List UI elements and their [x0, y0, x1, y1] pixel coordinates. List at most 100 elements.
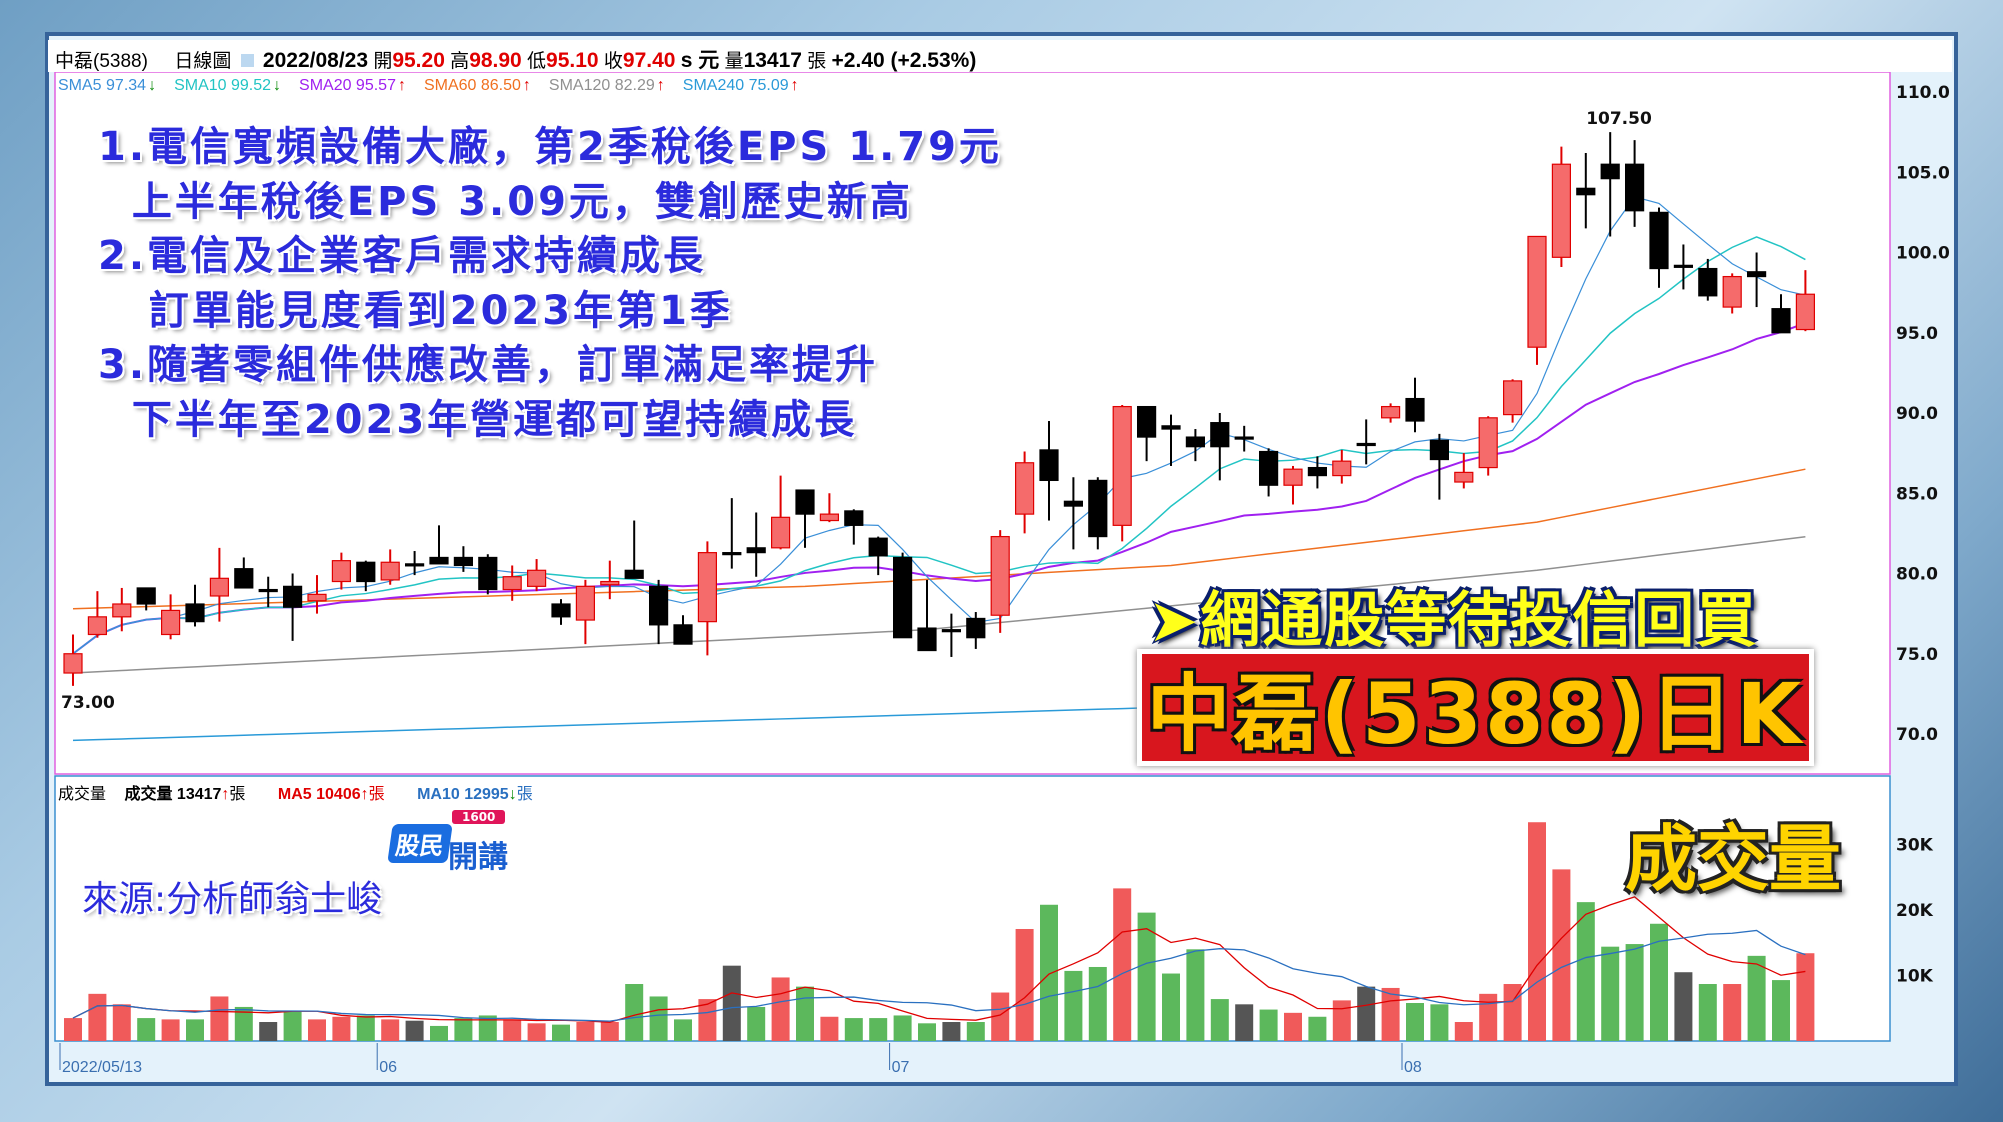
- open-label: 開: [373, 51, 393, 72]
- sma10-line: [72, 236, 1806, 655]
- price-tick-label: 95.0: [1896, 324, 1938, 344]
- candle-body: [1185, 436, 1206, 448]
- candle: [600, 560, 620, 600]
- candle-body: [673, 624, 693, 645]
- volume-bar: [454, 1018, 473, 1041]
- volume-bar: [1381, 987, 1400, 1041]
- candle-body: [868, 537, 888, 557]
- volume-bar: [1625, 944, 1644, 1041]
- candle-body: [161, 609, 181, 636]
- volume-pane-title: 成交量: [58, 786, 107, 803]
- candle: [1234, 425, 1254, 452]
- sma240-line: [72, 701, 1342, 742]
- candle: [1063, 477, 1084, 550]
- candle-body: [87, 616, 108, 636]
- checkbox-icon[interactable]: [240, 54, 254, 67]
- volume-bar: [1088, 966, 1107, 1041]
- candle: [258, 576, 278, 608]
- candle: [1600, 132, 1620, 237]
- volume-bar: [1576, 902, 1595, 1041]
- volume-bar: [747, 1006, 766, 1041]
- price-tick-label: 70.0: [1896, 725, 1938, 745]
- candle: [356, 560, 376, 592]
- candle-body: [1332, 460, 1352, 477]
- candle-body: [63, 653, 83, 674]
- candle: [1161, 414, 1181, 466]
- candle-body: [1771, 308, 1791, 334]
- candle: [819, 493, 840, 523]
- sma-legend-item: SMA20 95.57 ↑: [299, 77, 406, 94]
- note-line-3: 2.電信及企業客戶需求持續成長: [98, 233, 707, 279]
- candle-body: [819, 513, 840, 522]
- volume-bar: [991, 992, 1010, 1041]
- low-value: 95.10: [546, 49, 599, 72]
- headline-banner: ➤網通股等待投信回買: [1148, 586, 1759, 656]
- volume-bar: [1040, 904, 1058, 1041]
- candle-body: [600, 580, 620, 586]
- candle-body: [1746, 271, 1767, 278]
- price-tick-label: 110.0: [1896, 83, 1950, 103]
- candle: [1624, 140, 1645, 227]
- candle: [1210, 413, 1230, 481]
- price-tick-label: 90.0: [1896, 404, 1938, 424]
- volume-bar: [161, 1019, 180, 1041]
- candle: [478, 554, 498, 595]
- volume-bar: [308, 1019, 326, 1041]
- candle: [185, 584, 205, 627]
- candle-body: [1795, 293, 1816, 331]
- show-logo: 股民 1600 開講: [387, 810, 525, 875]
- quote-date: 2022/08/23: [262, 49, 369, 72]
- candle-body: [405, 563, 425, 567]
- sma120-line: [72, 536, 1806, 674]
- candle: [1771, 294, 1791, 334]
- candle-body: [1014, 462, 1035, 515]
- candle: [63, 634, 83, 686]
- volume-bar: [1308, 1016, 1327, 1041]
- candle-body: [1454, 471, 1474, 483]
- candle: [990, 530, 1010, 633]
- volume-bar: [1772, 980, 1790, 1041]
- volume-bar: [1454, 1022, 1473, 1041]
- candle: [1112, 404, 1132, 542]
- volume-bar: [771, 977, 790, 1041]
- volume-bar: [1698, 984, 1717, 1041]
- candle-body: [966, 617, 986, 639]
- candle-body: [746, 547, 766, 554]
- arrow-up-icon: ↑: [360, 786, 369, 803]
- source-credit: 來源:分析師翁士峻: [82, 879, 383, 920]
- candle: [283, 573, 303, 641]
- candle-body: [1283, 468, 1303, 486]
- candle-body: [1356, 442, 1376, 447]
- candle: [1698, 258, 1718, 301]
- candle: [1307, 456, 1328, 489]
- candle-body: [429, 556, 449, 565]
- candle-body: [478, 556, 498, 591]
- candle-body: [990, 535, 1010, 616]
- candle: [1527, 235, 1547, 365]
- candle-body: [380, 561, 400, 581]
- sma20-line: [72, 322, 1806, 655]
- candle: [1258, 448, 1279, 497]
- volume-bar: [674, 1019, 692, 1041]
- open-value: 95.20: [392, 49, 445, 72]
- volume-value: 13417: [743, 49, 802, 72]
- sma-legend-item: SMA10 99.52 ↓: [174, 77, 281, 94]
- volume-bar: [576, 1022, 595, 1041]
- title-box: 中磊(5388)日K: [1137, 649, 1814, 766]
- volume-bar: [478, 1015, 497, 1041]
- volume-bar: [796, 986, 814, 1041]
- logo-badge: 1600: [452, 810, 506, 824]
- candle-body: [722, 552, 742, 556]
- candle-body: [283, 585, 303, 608]
- chart-type-selector[interactable]: 日線圖: [174, 51, 232, 72]
- candle-body: [453, 556, 473, 567]
- price-tick-label: 75.0: [1896, 645, 1938, 665]
- volume-bar: [527, 1023, 546, 1041]
- candle: [1014, 451, 1035, 534]
- volume-bar: [186, 1019, 204, 1041]
- candle: [161, 594, 181, 640]
- close-value: 97.40: [622, 49, 676, 72]
- high-label: 高: [450, 51, 470, 72]
- candle: [917, 579, 937, 652]
